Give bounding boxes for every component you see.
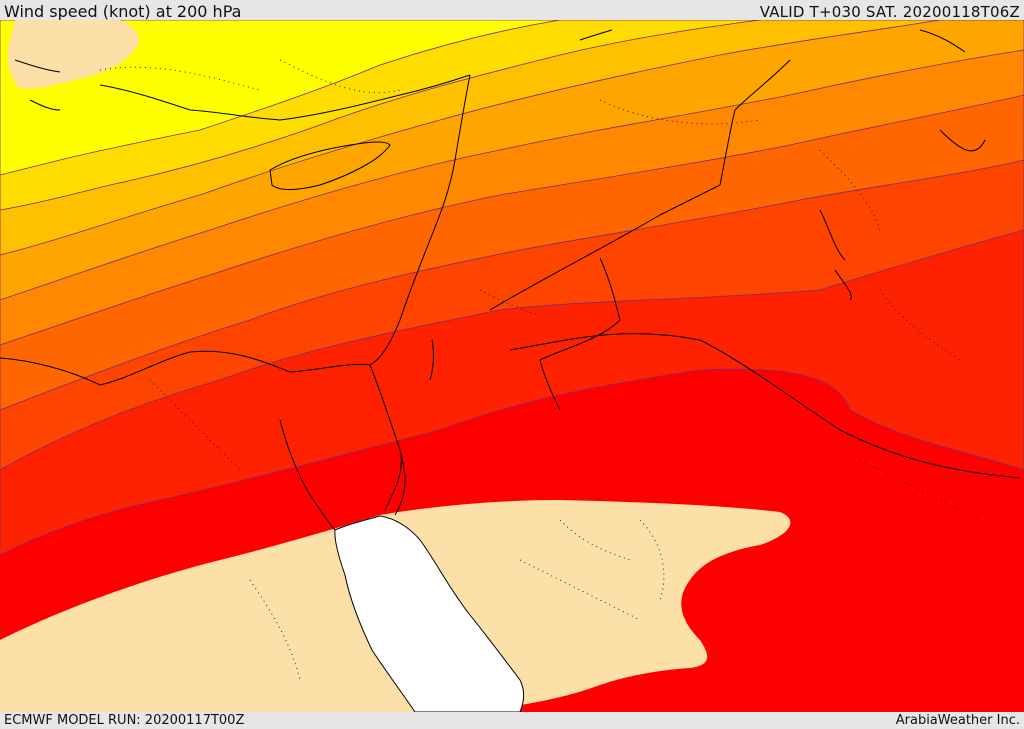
- wind-speed-map: [0, 20, 1024, 712]
- model-run: ECMWF MODEL RUN: 20200117T00Z: [4, 713, 245, 728]
- low-speed-area-north: [8, 20, 139, 89]
- header-bar: Wind speed (knot) at 200 hPa VALID T+030…: [0, 0, 1024, 21]
- coastlines: [0, 29, 1021, 531]
- valid-time: VALID T+030 SAT. 20200118T06Z: [759, 3, 1020, 21]
- band-yellow: [0, 20, 561, 176]
- red-sea: [334, 515, 525, 712]
- map-canvas: [0, 20, 1024, 712]
- map-title: Wind speed (knot) at 200 hPa: [4, 2, 242, 21]
- internal-borders: [99, 59, 981, 681]
- credit: ArabiaWeather Inc.: [895, 713, 1020, 728]
- footer-bar: ECMWF MODEL RUN: 20200117T00Z ArabiaWeat…: [0, 712, 1024, 729]
